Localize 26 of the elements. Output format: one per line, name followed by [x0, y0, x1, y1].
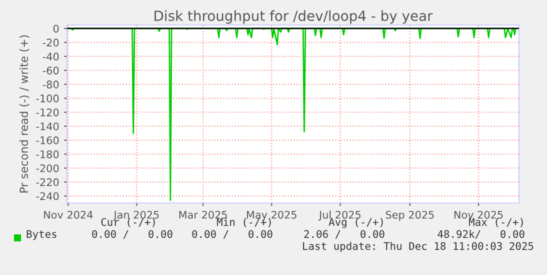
text: 48.92k/ 0.00: [438, 230, 524, 239]
text: Last update: Thu Dec 18 11:00:03 2025: [303, 242, 534, 252]
y-tick-label: -140: [36, 122, 59, 130]
y-tick-label: -220: [36, 178, 59, 186]
text: 0.00 / 0.00: [192, 230, 272, 239]
x-tick-label: Nov 2024: [44, 210, 93, 219]
chart-title: Disk throughput for /dev/loop4 - by year: [154, 10, 433, 24]
x-tick-label: Nov 2025: [454, 210, 503, 219]
y-tick-label: -80: [42, 80, 59, 88]
y-tick-label: -160: [36, 136, 59, 144]
x-tick-label: Sep 2025: [386, 210, 434, 221]
y-tick-label: -200: [36, 164, 59, 172]
y-tick-label: -100: [36, 94, 59, 102]
text: 0.00 / 0.00: [92, 230, 172, 239]
text: 2.06 / 0.00: [304, 230, 384, 239]
y-tick-label: -120: [36, 108, 59, 116]
x-tick-label: Mar 2025: [179, 210, 227, 219]
y-tick-label: -20: [42, 38, 59, 47]
y-axis-title: Pr second read (-) / write (+): [19, 35, 30, 193]
y-tick-label: -180: [36, 150, 59, 158]
y-tick-label: -240: [36, 192, 59, 200]
y-tick-label: -60: [42, 66, 59, 74]
legend-label: Bytes: [26, 230, 56, 240]
text: Max (-/+): [468, 218, 523, 228]
y-tick-label: 0: [53, 24, 59, 33]
y-tick-label: -40: [42, 52, 59, 61]
